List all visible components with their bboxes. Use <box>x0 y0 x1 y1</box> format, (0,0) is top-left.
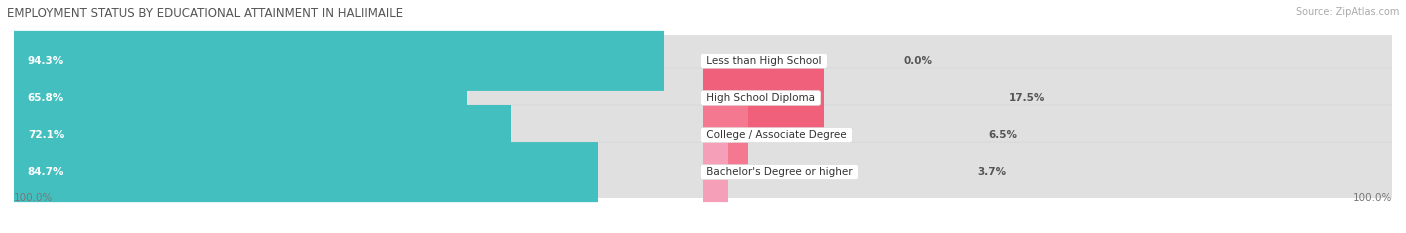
Text: Less than High School: Less than High School <box>703 56 825 66</box>
Text: Source: ZipAtlas.com: Source: ZipAtlas.com <box>1295 7 1399 17</box>
Bar <box>14 154 1392 191</box>
Text: 3.7%: 3.7% <box>977 167 1005 177</box>
Text: College / Associate Degree: College / Associate Degree <box>703 130 849 140</box>
FancyBboxPatch shape <box>11 68 1395 128</box>
FancyBboxPatch shape <box>11 105 1395 165</box>
FancyBboxPatch shape <box>700 68 1395 128</box>
Text: 72.1%: 72.1% <box>28 130 65 140</box>
FancyBboxPatch shape <box>700 105 1395 165</box>
Bar <box>14 116 1392 154</box>
Text: 84.7%: 84.7% <box>28 167 65 177</box>
Text: 0.0%: 0.0% <box>904 56 932 66</box>
FancyBboxPatch shape <box>11 142 1395 202</box>
Text: 94.3%: 94.3% <box>28 56 65 66</box>
Text: 100.0%: 100.0% <box>14 193 53 203</box>
FancyBboxPatch shape <box>11 31 1395 91</box>
Text: High School Diploma: High School Diploma <box>703 93 818 103</box>
Bar <box>14 79 1392 116</box>
Text: EMPLOYMENT STATUS BY EDUCATIONAL ATTAINMENT IN HALIIMAILE: EMPLOYMENT STATUS BY EDUCATIONAL ATTAINM… <box>7 7 404 20</box>
FancyBboxPatch shape <box>700 142 1395 202</box>
Text: 6.5%: 6.5% <box>988 130 1017 140</box>
Bar <box>14 42 1392 79</box>
FancyBboxPatch shape <box>11 105 706 165</box>
Text: Bachelor's Degree or higher: Bachelor's Degree or higher <box>703 167 856 177</box>
Text: 65.8%: 65.8% <box>28 93 65 103</box>
Text: 17.5%: 17.5% <box>1008 93 1045 103</box>
FancyBboxPatch shape <box>11 31 706 91</box>
Text: 100.0%: 100.0% <box>1353 193 1392 203</box>
FancyBboxPatch shape <box>11 142 706 202</box>
FancyBboxPatch shape <box>11 68 706 128</box>
